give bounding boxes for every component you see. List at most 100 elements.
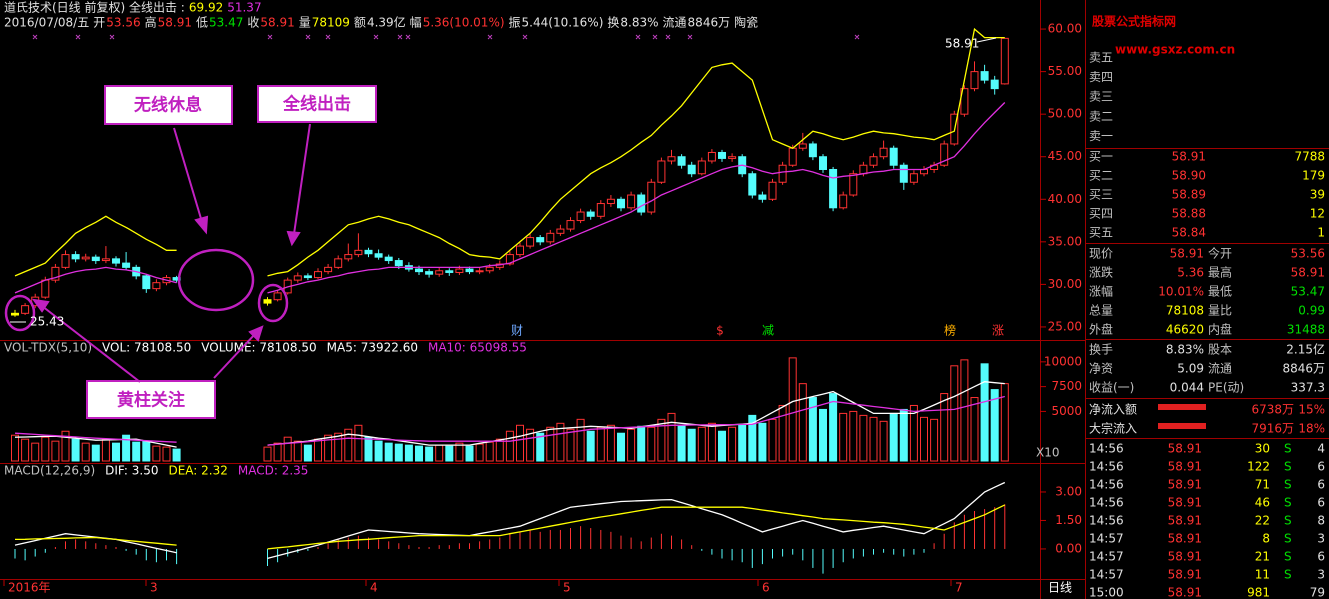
panel-cell: 11 bbox=[1255, 568, 1270, 582]
panel-cell: 8 bbox=[1262, 532, 1270, 546]
panel-cell: 10.01% bbox=[1158, 285, 1204, 299]
event-marker: 减 bbox=[762, 324, 774, 338]
y-tick-label: 1.50 bbox=[1055, 513, 1082, 527]
note: 全线出击 bbox=[282, 94, 351, 115]
panel-cell: 53.47 bbox=[1291, 285, 1325, 299]
panel-cell: 买一 bbox=[1089, 150, 1113, 164]
volume-bar bbox=[314, 438, 322, 462]
panel-cell: 58.84 bbox=[1172, 226, 1206, 240]
panel-cell: 内盘 bbox=[1208, 322, 1232, 337]
candle-body bbox=[51, 266, 60, 281]
panel-cell: 14:57 bbox=[1089, 568, 1124, 582]
volume-bar bbox=[364, 436, 373, 462]
panel-cell: 0.99 bbox=[1298, 304, 1325, 318]
panel-cell: PE(动) bbox=[1208, 381, 1244, 395]
panel-cell: S bbox=[1284, 550, 1292, 564]
candle-body bbox=[798, 143, 807, 149]
arrows bbox=[31, 123, 311, 383]
panel-cell: 31488 bbox=[1287, 323, 1325, 337]
panel-cell: 涨幅 bbox=[1089, 284, 1113, 299]
legend-item: DEA: 2.32 bbox=[168, 464, 227, 478]
panel-cell: S bbox=[1284, 514, 1292, 528]
candle-body bbox=[142, 275, 151, 290]
note-box bbox=[257, 85, 377, 123]
panel-cell: 6 bbox=[1317, 478, 1325, 492]
panel-cell: S bbox=[1284, 532, 1292, 546]
candle-body bbox=[324, 266, 333, 273]
panel-cell: 8.83% bbox=[1166, 343, 1204, 357]
candle-body bbox=[455, 268, 464, 273]
panel-cell: S bbox=[1284, 460, 1292, 474]
panel-cell: 买五 bbox=[1089, 226, 1113, 240]
indicator-line bbox=[14, 27, 1005, 277]
volume-bar bbox=[546, 426, 555, 462]
candle-body bbox=[980, 71, 989, 81]
watermark: 股票公式指标网 bbox=[1092, 14, 1176, 29]
panel-cell: 4 bbox=[1317, 442, 1325, 456]
volume-bar bbox=[91, 444, 100, 462]
volume-bar bbox=[334, 432, 343, 462]
volume-bar bbox=[152, 445, 161, 462]
panel-cell: 78108 bbox=[1166, 304, 1204, 318]
period: 日线 bbox=[1048, 581, 1072, 595]
y-tick-label: 60.00 bbox=[1048, 22, 1082, 36]
panel-cell: 21 bbox=[1255, 550, 1270, 564]
candle-body bbox=[91, 256, 100, 262]
volume-bar bbox=[172, 448, 181, 462]
candle-body bbox=[889, 147, 898, 166]
panel-cell: 79 bbox=[1310, 586, 1325, 599]
candle-body bbox=[909, 173, 918, 183]
volume-bar bbox=[596, 426, 605, 462]
legend-item: VOLUME: 78108.50 bbox=[201, 341, 316, 355]
volume-bar bbox=[526, 428, 535, 462]
event-marker: $ bbox=[716, 324, 724, 338]
candle-body bbox=[839, 194, 848, 209]
candle-body bbox=[576, 211, 585, 222]
volume-bar bbox=[637, 425, 646, 462]
panel-cell: S bbox=[1284, 568, 1292, 582]
volume-bar bbox=[788, 357, 797, 462]
candle-body bbox=[606, 198, 615, 205]
volume-bar bbox=[374, 440, 383, 462]
legend-item: VOL: 78108.50 bbox=[102, 341, 191, 355]
quote-label: 高 bbox=[145, 15, 157, 30]
quote-label: 幅 bbox=[410, 15, 422, 30]
volume-bar bbox=[808, 397, 817, 462]
panel-cell: 22 bbox=[1255, 514, 1270, 528]
candle-body bbox=[859, 164, 868, 175]
quote-label: 换 bbox=[607, 16, 619, 30]
volume-bar bbox=[617, 432, 625, 462]
candle-body bbox=[425, 271, 434, 275]
legend-item: DIF: 3.50 bbox=[105, 464, 158, 478]
candle-body bbox=[879, 147, 888, 158]
volume-bar bbox=[556, 422, 565, 462]
candle-body bbox=[273, 292, 282, 301]
volume-bar bbox=[344, 428, 353, 462]
candle-body bbox=[596, 203, 605, 217]
note: 无线休息 bbox=[133, 95, 202, 116]
panel-cell: 14:56 bbox=[1089, 478, 1124, 492]
quote-label: 收 bbox=[247, 16, 259, 30]
candle-body bbox=[970, 71, 979, 90]
candle-body bbox=[647, 181, 656, 213]
note: 黄柱关注 bbox=[117, 390, 185, 411]
candle-body bbox=[960, 88, 969, 115]
panel-cell: 58.91 bbox=[1168, 460, 1202, 474]
event-marker: 涨 bbox=[992, 323, 1004, 338]
volume-bar bbox=[475, 443, 484, 462]
candle-body bbox=[384, 256, 393, 262]
candle-body bbox=[21, 305, 30, 314]
volume-bar bbox=[112, 442, 120, 462]
candle-body bbox=[536, 237, 545, 243]
panel-cell: 39 bbox=[1310, 188, 1325, 202]
candle-body bbox=[566, 220, 575, 230]
panel-cell: 买三 bbox=[1089, 188, 1113, 202]
candle-body bbox=[788, 147, 797, 166]
candle-body bbox=[899, 164, 908, 183]
volume-bar bbox=[71, 438, 80, 462]
panel-cell: 0.044 bbox=[1170, 381, 1204, 395]
volume-bar bbox=[485, 441, 494, 462]
volume-bar bbox=[394, 443, 403, 462]
panel-cell: 71 bbox=[1255, 478, 1270, 492]
